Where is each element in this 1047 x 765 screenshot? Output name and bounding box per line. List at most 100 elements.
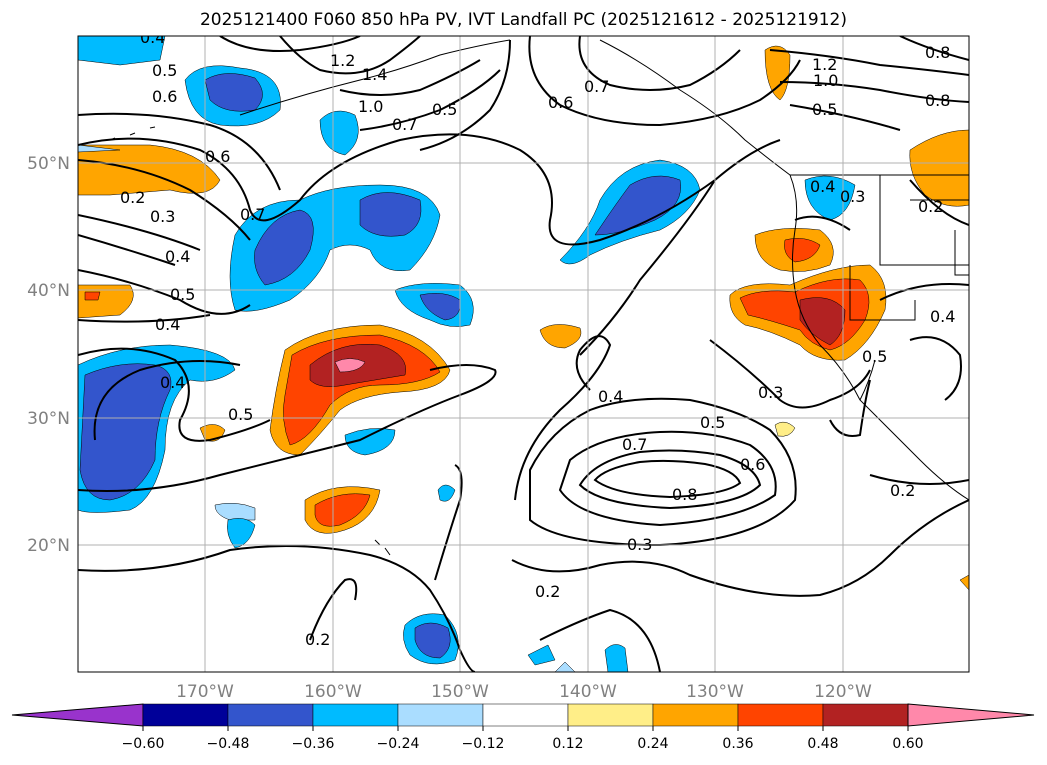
contour-line [879, 283, 969, 301]
contour-line [339, 59, 481, 96]
colorbar-tick-label: −0.48 [207, 736, 250, 752]
contour-label: 0.2 [918, 197, 943, 216]
contour-line [93, 360, 241, 441]
contour-line [511, 499, 969, 597]
contour-labels: 0.4 0.5 0.6 0.6 0.7 0.2 0.3 0.4 0.5 0.4 … [120, 28, 955, 649]
blue-region [319, 110, 359, 156]
contour-label: 1.2 [330, 51, 355, 70]
contour-label: 0.4 [155, 315, 180, 334]
contour-line [593, 459, 742, 499]
blue-core [359, 192, 422, 237]
colorbar-segment [652, 703, 739, 727]
colorbar-segment [397, 703, 484, 727]
colorbar-segment [227, 703, 314, 727]
map-frame [77, 35, 970, 673]
contour-label: 1.0 [358, 97, 383, 116]
lon-label: 140°W [559, 682, 617, 702]
colorbar-segment [822, 703, 909, 727]
state-border [879, 175, 969, 266]
colorbar-tick-label: −0.12 [462, 736, 505, 752]
colorbar: −0.60 −0.48 −0.36 −0.24 −0.12 0.12 0.24 0.36 0.4… [11, 703, 1035, 752]
lat-label: 20°N [27, 536, 70, 556]
contour-label: 1.0 [813, 71, 838, 90]
contour-label: 1.2 [812, 55, 837, 74]
lon-label: 130°W [686, 682, 744, 702]
colorbar-tick-label: 0.24 [637, 736, 668, 752]
colorbar-segment [482, 703, 569, 727]
colorbar-tick-label: −0.36 [292, 736, 335, 752]
contour-label: 0.6 [205, 147, 230, 166]
contour-label: 0.7 [240, 205, 265, 224]
orange-region [959, 574, 969, 591]
contour-label: 0.2 [890, 481, 915, 500]
red-region [314, 493, 371, 527]
contour-line [578, 36, 741, 91]
contour-label: 0.2 [305, 630, 330, 649]
contour-label: 0.3 [150, 207, 175, 226]
contour-line [709, 339, 871, 409]
contour-label: 0.6 [548, 93, 573, 112]
light-blue-region [78, 140, 121, 153]
contour-line [899, 36, 969, 61]
contour-label: 0.4 [140, 28, 165, 47]
contour-line [78, 133, 781, 246]
north-america-coast [599, 39, 969, 501]
map-plot-area: 0.4 0.5 0.6 0.6 0.7 0.2 0.3 0.4 0.5 0.4 … [78, 28, 969, 672]
colorbar-segment [567, 703, 654, 727]
alaska-coast [239, 39, 511, 116]
contour-label: 0.5 [812, 100, 837, 119]
contour-label: 1.4 [362, 65, 387, 84]
contour-line [869, 474, 969, 485]
blue-region [527, 644, 556, 666]
contour-label: 0.7 [392, 115, 417, 134]
contour-line [514, 335, 612, 501]
contour-label: 0.6 [152, 87, 177, 106]
contour-label: 0.4 [160, 373, 185, 392]
colorbar-tick-label: 0.12 [552, 736, 583, 752]
colorbar-extend-min [11, 703, 144, 727]
lon-label: 120°W [814, 682, 872, 702]
blue-region [604, 644, 629, 672]
blue-region [554, 661, 576, 672]
contour-line [779, 81, 969, 103]
lat-label: 30°N [27, 409, 70, 429]
coastlines [109, 39, 969, 556]
contour-line [539, 608, 661, 672]
contour-label: 0.8 [925, 91, 950, 110]
blue-region [344, 428, 396, 456]
contour-label: 0.5 [432, 100, 457, 119]
contour-line [419, 39, 511, 151]
lat-label: 50°N [27, 154, 70, 174]
red-core [84, 291, 101, 301]
contour-label: 0.7 [622, 435, 647, 454]
lon-label: 170°W [176, 682, 234, 702]
blue-region [214, 502, 256, 521]
lat-axis: 50°N 40°N 30°N 20°N [27, 154, 70, 556]
contour-label: 0.5 [700, 413, 725, 432]
map-title: 2025121400 F060 850 hPa PV, IVT Landfall… [199, 10, 847, 30]
contour-line [309, 578, 358, 641]
lat-label: 40°N [27, 281, 70, 301]
contour-label: 0.2 [535, 582, 560, 601]
colorbar-tick-label: −0.24 [377, 736, 420, 752]
contour-line [78, 347, 271, 442]
contour-line [359, 69, 501, 131]
contour-label: 0.3 [840, 187, 865, 206]
blue-region [78, 36, 166, 66]
contour-label: 0.5 [170, 285, 195, 304]
contour-line [219, 36, 361, 53]
contour-line [769, 49, 969, 76]
contour-label: 0.7 [584, 77, 609, 96]
contour-line [78, 159, 251, 241]
contour-label: 0.4 [598, 387, 623, 406]
contour-line [789, 104, 901, 131]
lon-axis: 170°W 160°W 150°W 140°W 130°W 120°W [176, 682, 872, 702]
colorbar-tick-label: 0.60 [892, 736, 923, 752]
lon-label: 150°W [431, 682, 489, 702]
colorbar-tick-label: 0.36 [722, 736, 753, 752]
colorbar-tick-label: −0.60 [122, 736, 165, 752]
contour-label: 0.5 [152, 61, 177, 80]
blue-region [437, 484, 456, 502]
contour-line [558, 430, 777, 527]
